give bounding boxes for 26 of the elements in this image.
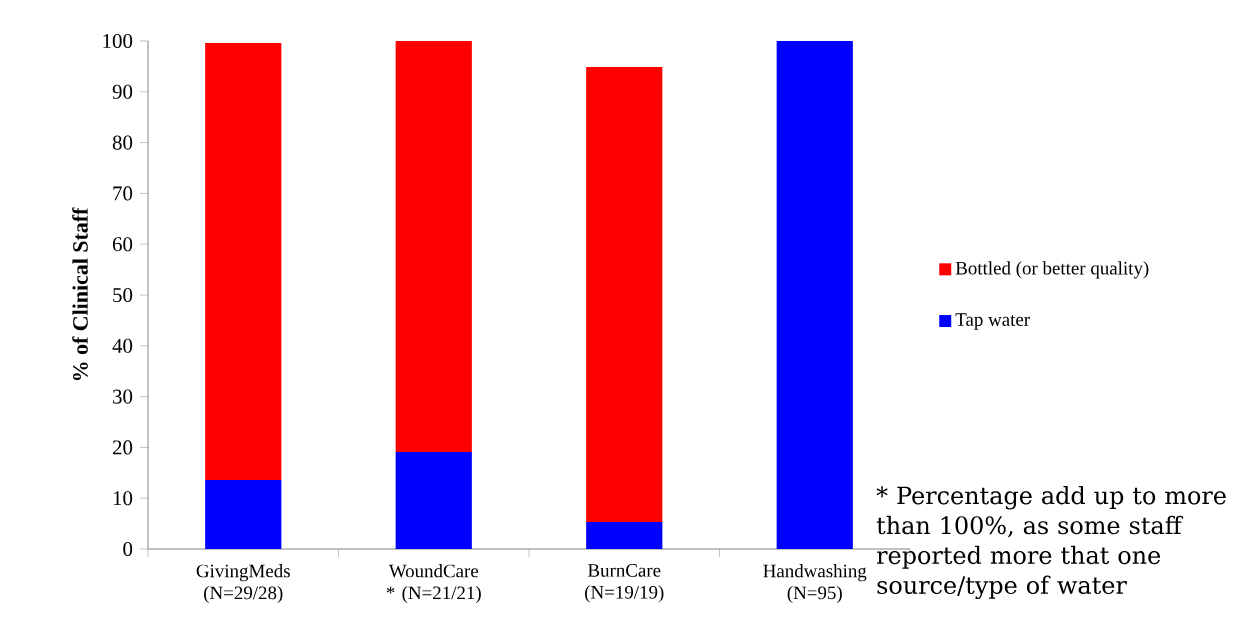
y-tick-label: 80: [112, 135, 133, 150]
y-tick-label: 20: [112, 440, 133, 455]
y-tick-label: 70: [113, 186, 133, 201]
bar: [586, 522, 663, 549]
bar: [205, 43, 282, 480]
bar: [395, 451, 472, 549]
y-axis-title: % of Clinical Staff: [72, 207, 88, 381]
y-tick-label: 10: [113, 491, 133, 506]
y-tick-label: 40: [112, 338, 133, 353]
y-tick-label: 50: [113, 287, 133, 303]
x-tick-label: BurnCare (N=19/19): [585, 564, 664, 603]
legend-label: Tap water: [955, 313, 1030, 330]
x-tick-label: GivingMeds (N=29/28): [196, 564, 290, 604]
bar: [395, 40, 472, 452]
annotation: * Percentage add up to more than 100%, as some staff reported more that one source/type of water: [876, 485, 1226, 600]
bar: [776, 40, 853, 549]
y-tick-label: 30: [113, 389, 133, 404]
y-tick-label: 100: [103, 33, 133, 49]
y-tick-label: 90: [112, 84, 133, 99]
y-tick-label: 60: [112, 237, 133, 252]
bar: [586, 66, 663, 523]
x-tick-label: Handwashing (N=95): [763, 564, 867, 604]
x-tick-label: WoundCare * (N=21/21): [386, 564, 481, 604]
legend-label: Bottled (or better quality): [955, 261, 1149, 279]
bar: [205, 479, 282, 549]
y-tick-label: 0: [123, 541, 133, 557]
